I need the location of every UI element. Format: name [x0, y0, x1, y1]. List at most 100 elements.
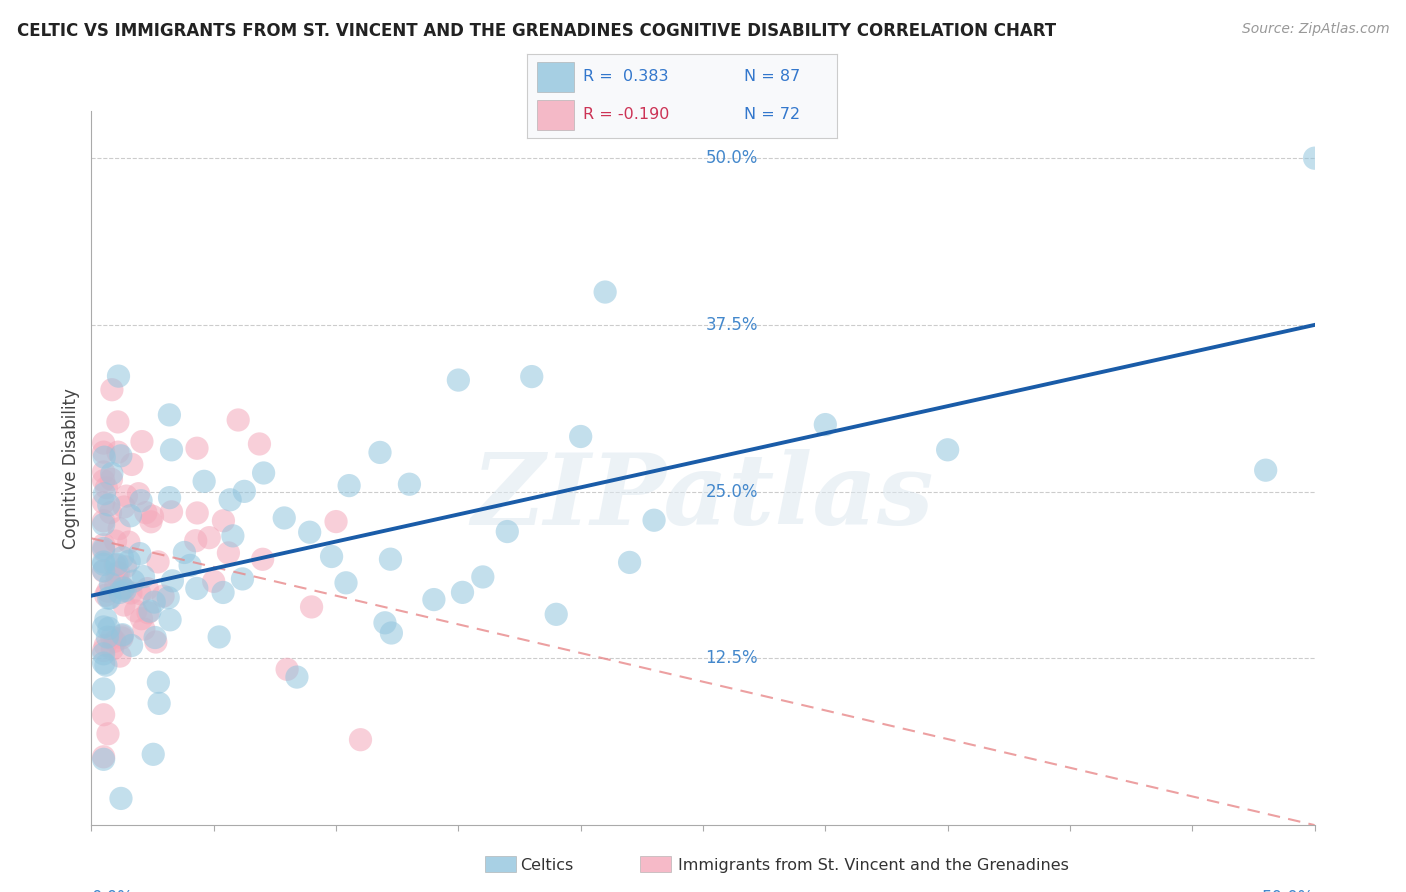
Point — [93, 558, 115, 572]
Point — [96, 630, 118, 644]
Point — [936, 442, 959, 457]
Point — [120, 508, 142, 523]
Point — [451, 585, 474, 599]
Point — [129, 587, 152, 601]
Point — [128, 547, 150, 561]
Point — [136, 582, 159, 596]
Point — [139, 515, 162, 529]
Point — [112, 582, 135, 596]
Point — [160, 442, 183, 457]
Point — [368, 445, 391, 459]
Point — [321, 549, 343, 564]
Point — [93, 445, 115, 459]
Point — [273, 511, 295, 525]
Point — [160, 505, 183, 519]
Point — [152, 589, 174, 603]
Point — [93, 465, 115, 479]
Point — [93, 749, 115, 764]
Point — [447, 373, 470, 387]
Point — [222, 529, 245, 543]
Point — [374, 615, 396, 630]
Point — [121, 458, 143, 472]
Text: N = 72: N = 72 — [744, 107, 800, 122]
Point — [131, 434, 153, 449]
Text: 0.0%: 0.0% — [91, 889, 134, 892]
Point — [132, 569, 155, 583]
Point — [148, 675, 170, 690]
Point — [337, 478, 360, 492]
Point — [93, 474, 115, 488]
Text: 50.0%: 50.0% — [706, 149, 758, 167]
Point — [94, 658, 117, 673]
Point — [112, 598, 135, 612]
Point — [101, 383, 124, 397]
Point — [285, 670, 308, 684]
Point — [349, 732, 371, 747]
Point — [110, 791, 132, 805]
Point — [162, 574, 184, 588]
Point — [93, 543, 115, 558]
Point — [335, 575, 357, 590]
Point — [96, 481, 118, 495]
Point — [212, 585, 235, 599]
Point — [146, 555, 169, 569]
Point — [104, 558, 127, 572]
Point — [100, 472, 122, 486]
Point — [619, 556, 641, 570]
Point — [198, 531, 221, 545]
Point — [94, 612, 117, 626]
Point — [252, 466, 274, 480]
Point — [111, 629, 134, 643]
Text: ZIPatlas: ZIPatlas — [472, 449, 934, 545]
Point — [97, 591, 120, 606]
Point — [208, 630, 231, 644]
FancyBboxPatch shape — [537, 100, 574, 130]
Point — [93, 564, 115, 578]
Point — [93, 752, 115, 766]
Y-axis label: Cognitive Disability: Cognitive Disability — [62, 388, 80, 549]
Text: R =  0.383: R = 0.383 — [583, 70, 668, 85]
Point — [226, 413, 249, 427]
Point — [179, 558, 201, 573]
Text: 37.5%: 37.5% — [706, 316, 758, 334]
Point — [93, 681, 115, 696]
Point — [93, 517, 115, 532]
Point — [129, 493, 152, 508]
Point — [108, 585, 131, 599]
Text: N = 87: N = 87 — [744, 70, 800, 85]
Point — [93, 656, 115, 670]
Point — [276, 662, 298, 676]
Point — [104, 634, 127, 648]
Text: 50.0%: 50.0% — [1263, 889, 1315, 892]
Point — [111, 628, 134, 642]
Point — [128, 486, 150, 500]
Text: R = -0.190: R = -0.190 — [583, 107, 669, 122]
Point — [118, 535, 141, 549]
Point — [136, 606, 159, 620]
Point — [186, 582, 208, 596]
Point — [132, 622, 155, 636]
Point — [104, 578, 127, 592]
Point — [569, 429, 592, 443]
Point — [97, 498, 120, 512]
Point — [100, 631, 122, 645]
Point — [217, 546, 239, 560]
Point — [157, 591, 180, 605]
Point — [94, 588, 117, 602]
Point — [142, 747, 165, 762]
Point — [233, 484, 256, 499]
Point — [110, 449, 132, 463]
Point — [93, 436, 115, 450]
Point — [101, 642, 124, 657]
Point — [643, 513, 665, 527]
Point — [120, 586, 142, 600]
Point — [1303, 151, 1326, 165]
Point — [193, 475, 215, 489]
Point — [93, 450, 115, 465]
Point — [173, 545, 195, 559]
Point — [298, 525, 321, 540]
Point — [100, 506, 122, 520]
Point — [593, 285, 616, 299]
Point — [105, 569, 128, 583]
Text: CELTIC VS IMMIGRANTS FROM ST. VINCENT AND THE GRENADINES COGNITIVE DISABILITY CO: CELTIC VS IMMIGRANTS FROM ST. VINCENT AN… — [17, 22, 1056, 40]
